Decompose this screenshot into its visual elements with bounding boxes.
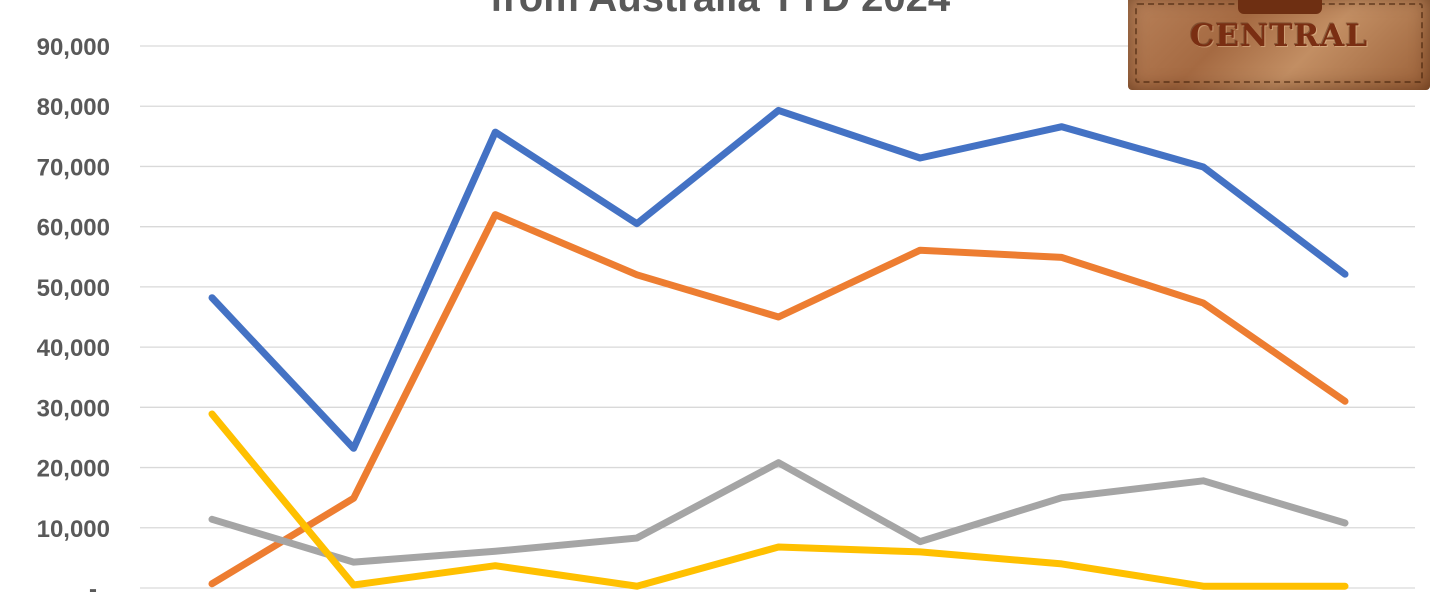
y-tick-label: 80,000 [37,94,110,121]
y-tick-label: - [89,576,97,600]
series-line-1 [208,106,1349,452]
y-tick-label: 70,000 [37,154,110,181]
y-tick-label: 30,000 [37,395,110,422]
y-tick-label: 40,000 [37,335,110,362]
y-tick-label: 90,000 [37,34,110,61]
y-axis-tick-labels: - 10,000 20,000 30,000 40,000 50,000 60,000 70,… [37,34,110,600]
logo-emblem-icon [1238,0,1322,14]
chart-title: from Australia YTD 2024 [0,0,1440,22]
y-tick-label: 60,000 [37,215,110,242]
central-logo-badge: CENTRAL [1128,0,1430,90]
series-lines [208,106,1349,590]
logo-text: CENTRAL [1189,18,1369,54]
y-tick-label: 50,000 [37,275,110,302]
y-tick-label: 20,000 [37,456,110,483]
y-tick-label: 10,000 [37,516,110,543]
